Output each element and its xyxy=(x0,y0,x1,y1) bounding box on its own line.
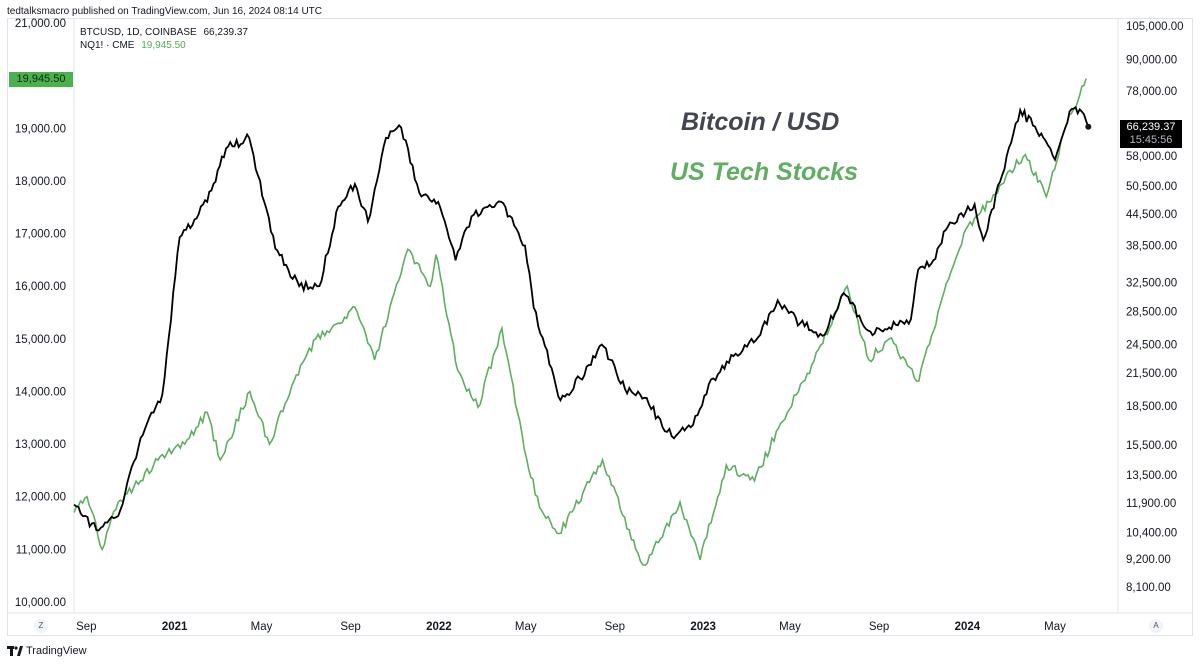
time-tick-label: 2024 xyxy=(955,621,981,633)
time-tick-label: Sep xyxy=(76,621,96,633)
right-tick-label: 11,900.00 xyxy=(1126,498,1176,510)
right-tick-label: 58,000.00 xyxy=(1126,151,1177,163)
right-tick-label: 78,000.00 xyxy=(1126,86,1177,98)
right-tick-label: 18,500.00 xyxy=(1126,401,1177,413)
right-tick-label: 105,000.00 xyxy=(1126,21,1184,33)
legend-btc-value: 66,239.37 xyxy=(203,27,248,38)
right-tick-label: 90,000.00 xyxy=(1126,55,1177,67)
left-tick-label: 13,000.00 xyxy=(15,439,66,451)
left-tick-label: 18,000.00 xyxy=(15,176,66,188)
right-tick-label: 50,500.00 xyxy=(1126,181,1177,193)
left-tick-label: 14,000.00 xyxy=(15,386,66,398)
right-tick-label: 13,500.00 xyxy=(1126,470,1177,482)
right-axis: 105,000.00 90,000.00 78,000.00 58,000.00 50,… xyxy=(1126,21,1184,594)
right-tick-label: 44,500.00 xyxy=(1126,209,1177,221)
btc-price-badge-countdown: 15:45:56 xyxy=(1129,134,1173,146)
time-tick-label: Sep xyxy=(340,621,360,633)
footer-brand: TradingView xyxy=(26,645,87,657)
legend-btc-symbol: BTCUSD, 1D, COINBASE xyxy=(80,27,197,38)
tradingview-logo-icon xyxy=(7,646,23,656)
legend-nq-symbol: NQ1! · CME xyxy=(80,40,135,51)
time-tick-label: May xyxy=(779,621,801,633)
left-tick-label: 19,000.00 xyxy=(15,123,66,135)
footer: TradingView xyxy=(7,645,87,657)
right-tick-label: 28,500.00 xyxy=(1126,306,1177,318)
time-tick-label: Sep xyxy=(605,621,625,633)
left-axis: 21,000.00 19,000.00 18,000.00 17,000.00 16,0… xyxy=(15,18,66,609)
nq-price-badge: 19,945.50 xyxy=(9,72,73,87)
right-tick-label: 21,500.00 xyxy=(1126,368,1177,380)
time-tick-label: May xyxy=(1044,621,1066,633)
time-tick-label: 2022 xyxy=(426,621,452,633)
legend-nq-value: 19,945.50 xyxy=(141,40,186,51)
time-tick-label: 2021 xyxy=(162,621,188,633)
right-tick-label: 24,500.00 xyxy=(1126,340,1177,352)
time-axis: Sep 2021 May Sep 2022 May Sep 2023 May Sep 2024 May xyxy=(76,621,1066,633)
btc-price-badge: 66,239.37 15:45:56 xyxy=(1120,120,1182,148)
btc-series-line xyxy=(73,105,1090,532)
right-tick-label: 8,100.00 xyxy=(1126,582,1171,594)
time-tick-label: May xyxy=(515,621,537,633)
btc-title-annotation: Bitcoin / USD xyxy=(681,108,840,136)
left-tick-label: 11,000.00 xyxy=(16,544,66,556)
left-scale-button[interactable]: Z xyxy=(34,619,48,633)
time-tick-label: 2023 xyxy=(690,621,716,633)
time-tick-label: Sep xyxy=(869,621,889,633)
grid xyxy=(8,19,1192,614)
left-tick-label: 12,000.00 xyxy=(15,492,66,504)
right-tick-label: 38,500.00 xyxy=(1126,241,1177,253)
left-tick-label: 10,000.00 xyxy=(15,597,66,609)
right-tick-label: 32,500.00 xyxy=(1126,278,1177,290)
right-tick-label: 10,400.00 xyxy=(1126,527,1177,539)
btc-price-badge-value: 66,239.37 xyxy=(1126,121,1176,133)
legend-btc: BTCUSD, 1D, COINBASE 66,239.37 xyxy=(80,27,248,38)
time-tick-label: May xyxy=(251,621,273,633)
left-tick-label: 17,000.00 xyxy=(15,229,66,241)
btc-last-point xyxy=(1085,123,1092,130)
left-tick-label: 15,000.00 xyxy=(15,334,66,346)
right-tick-label: 9,200.00 xyxy=(1126,554,1171,566)
legend-nq: NQ1! · CME 19,945.50 xyxy=(80,40,186,51)
nq-series-line xyxy=(73,78,1087,567)
auto-scale-button[interactable]: A xyxy=(1149,619,1163,633)
left-tick-label: 16,000.00 xyxy=(15,281,66,293)
publish-info: tedtalksmacro published on TradingView.c… xyxy=(7,6,322,17)
chart-frame xyxy=(7,18,1193,636)
left-tick-label: 21,000.00 xyxy=(15,18,66,30)
right-tick-label: 15,500.00 xyxy=(1126,440,1177,452)
nq-title-annotation: US Tech Stocks xyxy=(670,158,859,186)
